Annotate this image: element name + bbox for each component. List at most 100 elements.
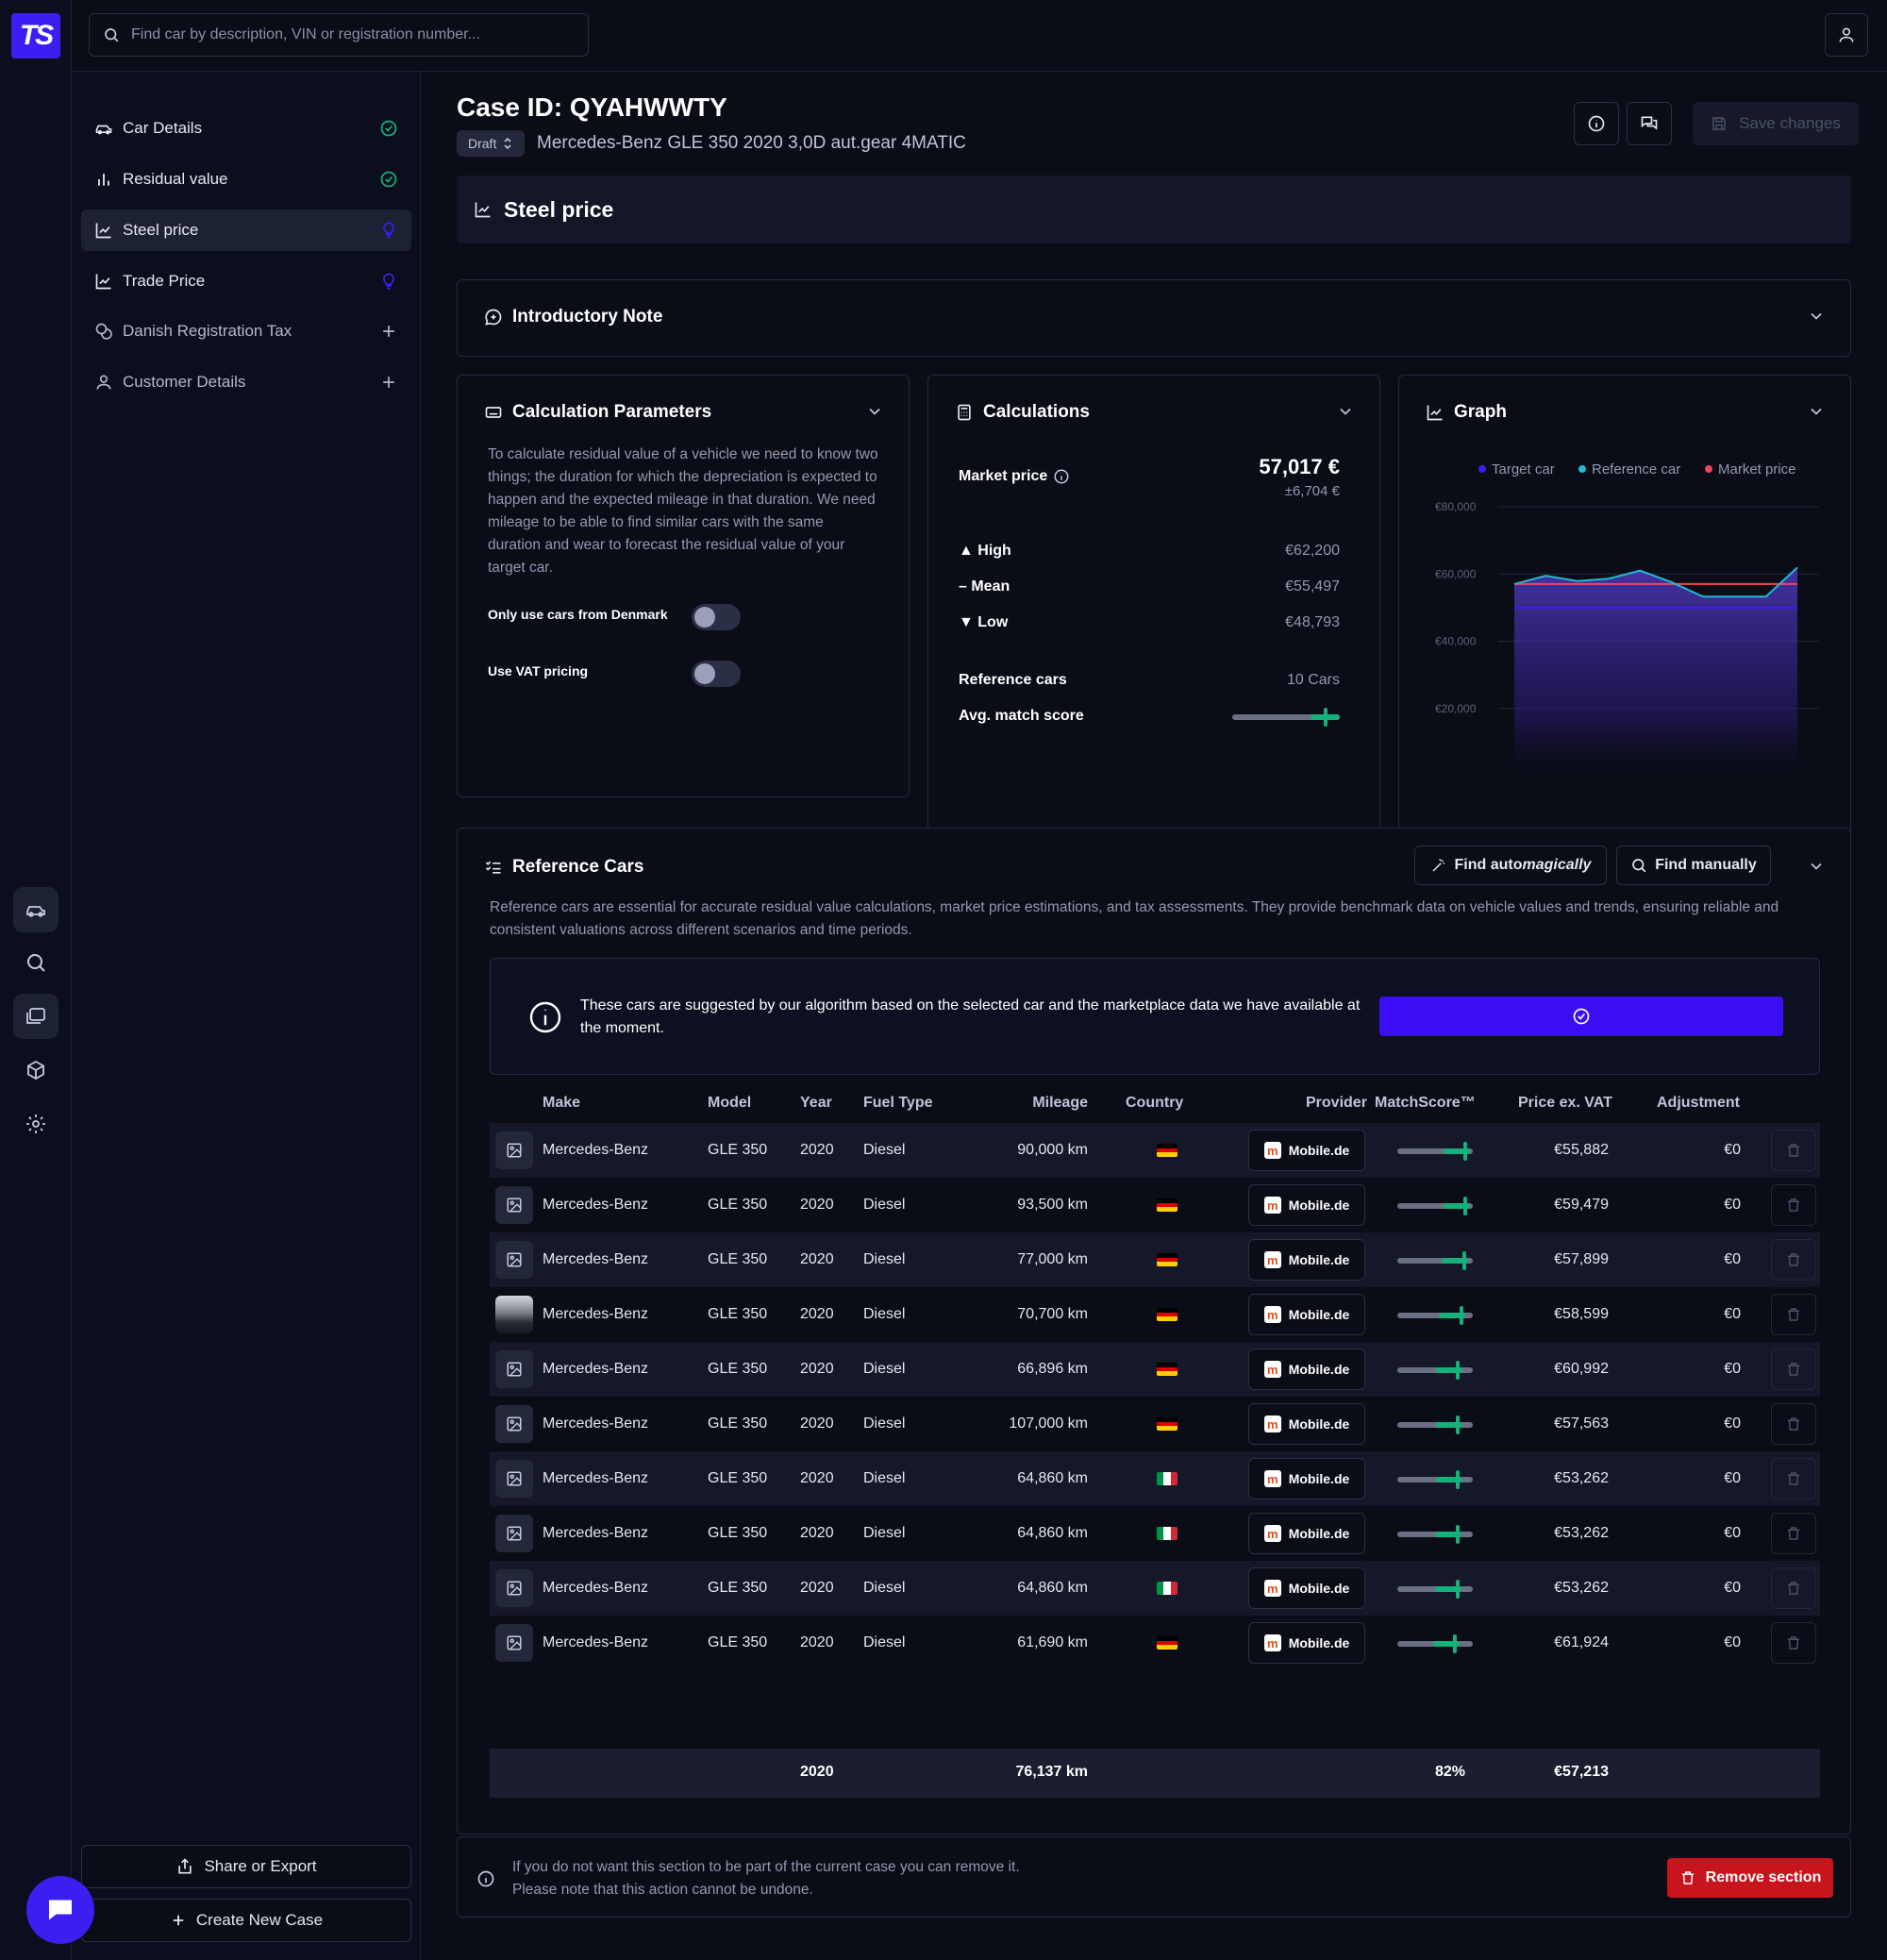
page-title: Case ID: QYAHWWTY	[457, 92, 727, 122]
cell-adjustment: €0	[1724, 1197, 1741, 1213]
table-row[interactable]: Mercedes-Benz GLE 350 2020 Diesel 66,896 km m…	[490, 1342, 1820, 1397]
table-totals-row: 2020 76,137 km 82% €57,213	[490, 1749, 1820, 1798]
provider-badge[interactable]: m Mobile.de	[1248, 1239, 1365, 1281]
comments-button[interactable]	[1627, 102, 1672, 145]
chevron-down-icon[interactable]	[1336, 402, 1355, 421]
cell-price: €57,563	[1554, 1416, 1609, 1432]
sidebar-item-residual-value[interactable]: Residual value	[81, 159, 411, 200]
cell-year: 2020	[800, 1197, 834, 1213]
table-row[interactable]: Mercedes-Benz GLE 350 2020 Diesel 64,860 km m…	[490, 1451, 1820, 1506]
sidebar-item-steel-price[interactable]: Steel price	[81, 209, 411, 251]
sidebar-item-label: Trade Price	[123, 272, 206, 290]
delete-row-button[interactable]	[1771, 1513, 1816, 1554]
delete-row-button[interactable]	[1771, 1130, 1816, 1171]
car-photo-placeholder[interactable]	[495, 1186, 533, 1224]
total-price: €57,213	[1554, 1764, 1609, 1780]
search-icon	[27, 954, 45, 972]
find-manually-button[interactable]: Find manually	[1616, 846, 1771, 885]
chevron-down-icon[interactable]	[1807, 307, 1826, 326]
delete-row-button[interactable]	[1771, 1239, 1816, 1281]
reference-cars-label: Reference cars	[959, 672, 1067, 688]
image-icon	[507, 1635, 522, 1650]
delete-row-button[interactable]	[1771, 1294, 1816, 1335]
provider-badge[interactable]: m Mobile.de	[1248, 1567, 1365, 1609]
table-row[interactable]: Mercedes-Benz GLE 350 2020 Diesel 70,700 km m…	[490, 1287, 1820, 1342]
delete-row-button[interactable]	[1771, 1458, 1816, 1499]
cell-adjustment: €0	[1724, 1525, 1741, 1541]
plus-icon	[383, 377, 394, 388]
remove-section-button[interactable]: Remove section	[1667, 1858, 1833, 1898]
car-photo-placeholder[interactable]	[495, 1241, 533, 1279]
create-new-case-button[interactable]: Create New Case	[81, 1899, 411, 1942]
sidebar-item-danish-registration-tax[interactable]: Danish Registration Tax	[81, 310, 411, 352]
line-chart-icon	[95, 223, 111, 239]
chat-support-button[interactable]	[26, 1876, 94, 1944]
sidebar-item-customer-details[interactable]: Customer Details	[81, 361, 411, 403]
status-dropdown[interactable]: Draft	[457, 130, 526, 157]
denmark-only-toggle[interactable]	[692, 604, 741, 630]
car-photo-placeholder[interactable]	[495, 1350, 533, 1388]
cell-make: Mercedes-Benz	[543, 1580, 649, 1596]
provider-badge[interactable]: m Mobile.de	[1248, 1622, 1365, 1664]
provider-badge[interactable]: m Mobile.de	[1248, 1403, 1365, 1445]
rail-packages-button[interactable]	[13, 1047, 58, 1093]
chevron-down-icon[interactable]	[865, 402, 884, 421]
table-row[interactable]: Mercedes-Benz GLE 350 2020 Diesel 64,860 km m…	[490, 1561, 1820, 1616]
rail-settings-button[interactable]	[13, 1101, 58, 1147]
chevron-down-icon[interactable]	[1807, 402, 1826, 421]
provider-badge[interactable]: m Mobile.de	[1248, 1130, 1365, 1171]
provider-badge[interactable]: m Mobile.de	[1248, 1184, 1365, 1226]
user-menu-button[interactable]	[1825, 13, 1868, 57]
table-row[interactable]: Mercedes-Benz GLE 350 2020 Diesel 77,000 km m…	[490, 1232, 1820, 1287]
cell-price: €53,262	[1554, 1470, 1609, 1486]
price-chart: Target car Reference car Market price €80,0…	[1435, 461, 1819, 785]
meter-knob	[1324, 708, 1328, 727]
sidebar-item-trade-price[interactable]: Trade Price	[81, 260, 411, 302]
save-changes-button[interactable]: Save changes	[1693, 102, 1859, 145]
provider-badge[interactable]: m Mobile.de	[1248, 1349, 1365, 1390]
delete-row-button[interactable]	[1771, 1403, 1816, 1445]
chevron-down-icon[interactable]	[1807, 857, 1826, 876]
table-row[interactable]: Mercedes-Benz GLE 350 2020 Diesel 107,000 km…	[490, 1397, 1820, 1451]
table-row[interactable]: Mercedes-Benz GLE 350 2020 Diesel 93,500 km m…	[490, 1178, 1820, 1232]
reference-area	[1514, 567, 1797, 785]
car-photo-placeholder[interactable]	[495, 1131, 533, 1169]
rail-cases-button[interactable]	[13, 994, 58, 1039]
main-content: Case ID: QYAHWWTY Draft Mercedes-Benz GL…	[421, 72, 1887, 1960]
introductory-note-card[interactable]: Introductory Note	[457, 279, 1851, 357]
rail-cars-button[interactable]	[13, 887, 58, 932]
accept-suggestions-button[interactable]	[1379, 997, 1783, 1036]
car-photo-placeholder[interactable]	[495, 1515, 533, 1552]
provider-badge[interactable]: m Mobile.de	[1248, 1294, 1365, 1335]
search-input[interactable]: Find car by description, VIN or registra…	[89, 13, 589, 57]
delete-row-button[interactable]	[1771, 1184, 1816, 1226]
provider-label: Mobile.de	[1288, 1635, 1350, 1650]
table-row[interactable]: Mercedes-Benz GLE 350 2020 Diesel 61,690 km m…	[490, 1616, 1820, 1670]
provider-badge[interactable]: m Mobile.de	[1248, 1513, 1365, 1554]
table-row[interactable]: Mercedes-Benz GLE 350 2020 Diesel 90,000 km m…	[490, 1123, 1820, 1178]
delete-row-button[interactable]	[1771, 1349, 1816, 1390]
car-photo[interactable]	[495, 1296, 533, 1333]
cell-mileage: 64,860 km	[1017, 1525, 1088, 1541]
legend-marker	[1705, 465, 1712, 473]
car-photo-placeholder[interactable]	[495, 1569, 533, 1607]
delete-row-button[interactable]	[1771, 1567, 1816, 1609]
find-automagically-button[interactable]: Find automagically	[1414, 846, 1607, 885]
app-logo[interactable]: TS	[11, 13, 60, 59]
delete-row-button[interactable]	[1771, 1622, 1816, 1664]
vat-pricing-toggle[interactable]	[692, 661, 741, 687]
image-icon	[507, 1252, 522, 1267]
table-row[interactable]: Mercedes-Benz GLE 350 2020 Diesel 64,860 km m…	[490, 1506, 1820, 1561]
sidebar-item-car-details[interactable]: Car Details	[81, 108, 411, 149]
car-photo-placeholder[interactable]	[495, 1460, 533, 1498]
rail-search-button[interactable]	[13, 940, 58, 985]
info-button[interactable]	[1574, 102, 1619, 145]
share-export-button[interactable]: Share or Export	[81, 1845, 411, 1888]
info-icon[interactable]	[1053, 468, 1070, 485]
cell-model: GLE 350	[708, 1416, 768, 1432]
car-photo-placeholder[interactable]	[495, 1405, 533, 1443]
provider-badge[interactable]: m Mobile.de	[1248, 1458, 1365, 1499]
search-placeholder: Find car by description, VIN or registra…	[131, 26, 480, 42]
meter-knob	[1462, 1251, 1466, 1270]
car-photo-placeholder[interactable]	[495, 1624, 533, 1662]
